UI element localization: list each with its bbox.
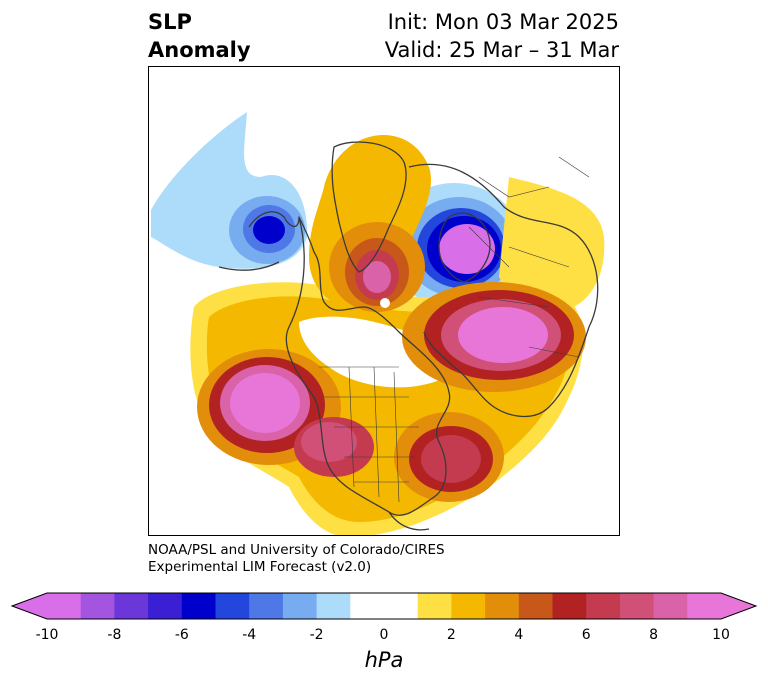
positive-anomaly-western-us bbox=[294, 417, 374, 477]
colorbar-tick-label: -10 bbox=[35, 627, 59, 643]
colorbar-segment bbox=[485, 593, 520, 619]
coastlines bbox=[218, 141, 599, 531]
anomaly-contour-e4 bbox=[230, 373, 300, 433]
colorbar-tick-label: -6 bbox=[174, 627, 189, 643]
anomaly-contour-a3 bbox=[421, 435, 481, 483]
colorbar-segment bbox=[181, 593, 216, 619]
valid-date: Valid: 25 Mar – 31 Mar bbox=[384, 38, 619, 62]
colorbar-segment bbox=[451, 593, 486, 619]
anomaly-map bbox=[148, 66, 620, 536]
anomaly-contour-s5 bbox=[439, 224, 495, 274]
negative-anomaly-alaska bbox=[151, 112, 308, 269]
colorbar-tick-label: 0 bbox=[379, 627, 389, 643]
colorbar-segment bbox=[552, 593, 587, 619]
colorbar-segment bbox=[316, 593, 351, 619]
colorbar-segment bbox=[47, 593, 82, 619]
colorbar-tick-label: 10 bbox=[712, 627, 730, 643]
colorbar-tick-label: 2 bbox=[446, 627, 456, 643]
positive-anomaly-greenland bbox=[329, 222, 425, 312]
colorbar-tick-label: 8 bbox=[649, 627, 659, 643]
colorbar-segment bbox=[687, 593, 722, 619]
colorbar-segment bbox=[518, 593, 553, 619]
colorbar-segment bbox=[249, 593, 284, 619]
credit-text: NOAA/PSL and University of Colorado/CIRE… bbox=[148, 542, 445, 576]
colorbar-segment bbox=[215, 593, 250, 619]
anomaly-contour-n4 bbox=[253, 216, 285, 244]
forecast-dates: Init: Mon 03 Mar 2025 Valid: 25 Mar – 31… bbox=[385, 8, 619, 64]
colorbar-tick-label: 6 bbox=[581, 627, 591, 643]
title-line-1: SLP bbox=[148, 10, 192, 34]
colorbar-segment bbox=[384, 593, 419, 619]
title-line-2: Anomaly bbox=[148, 38, 251, 62]
init-date: Init: Mon 03 Mar 2025 bbox=[387, 10, 619, 34]
anomaly-contour-p3 bbox=[499, 177, 605, 312]
colorbar-segment bbox=[282, 593, 318, 619]
credit-line-2: Experimental LIM Forecast (v2.0) bbox=[148, 559, 372, 575]
colorbar: -10 -8 -6 -4 -2 0 2 4 6 8 10 bbox=[10, 590, 758, 650]
anomaly-contour-g4 bbox=[363, 261, 391, 293]
colorbar-extend-min bbox=[12, 593, 47, 619]
colorbar-segment bbox=[417, 593, 452, 619]
credit-line-1: NOAA/PSL and University of Colorado/CIRE… bbox=[148, 542, 445, 558]
colorbar-segment bbox=[653, 593, 688, 619]
colorbar-extend-max bbox=[721, 593, 756, 619]
colorbar-outline bbox=[10, 592, 758, 620]
colorbar-tick-label: -2 bbox=[309, 627, 324, 643]
map-title: SLP Anomaly bbox=[148, 8, 251, 64]
colorbar-tick-label: 4 bbox=[514, 627, 524, 643]
colorbar-tick-label: -4 bbox=[242, 627, 257, 643]
anomaly-contour-w2 bbox=[301, 422, 357, 462]
anomaly-fields bbox=[151, 112, 605, 535]
positive-anomaly-siberia bbox=[402, 282, 586, 392]
anomaly-contour-si4 bbox=[458, 307, 548, 363]
colorbar-scale bbox=[10, 592, 758, 620]
positive-anomaly-atlantic bbox=[394, 412, 504, 502]
units-label: hPa bbox=[364, 648, 404, 672]
colorbar-segment bbox=[80, 593, 115, 619]
colorbar-segment bbox=[619, 593, 655, 619]
colorbar-segment bbox=[148, 593, 183, 619]
near-zero-region bbox=[299, 316, 459, 388]
map-canvas bbox=[151, 112, 605, 535]
anomaly-contour-polehole bbox=[380, 298, 390, 308]
colorbar-segment bbox=[350, 593, 385, 619]
political-borders bbox=[319, 156, 590, 503]
colorbar-tick-label: -8 bbox=[107, 627, 122, 643]
colorbar-segment bbox=[114, 593, 149, 619]
colorbar-segment bbox=[586, 593, 621, 619]
